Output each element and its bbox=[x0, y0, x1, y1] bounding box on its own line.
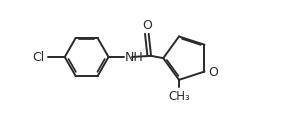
Text: NH: NH bbox=[125, 51, 144, 64]
Text: O: O bbox=[142, 19, 152, 32]
Text: CH₃: CH₃ bbox=[168, 89, 190, 102]
Text: Cl: Cl bbox=[33, 51, 45, 64]
Text: O: O bbox=[208, 65, 218, 78]
